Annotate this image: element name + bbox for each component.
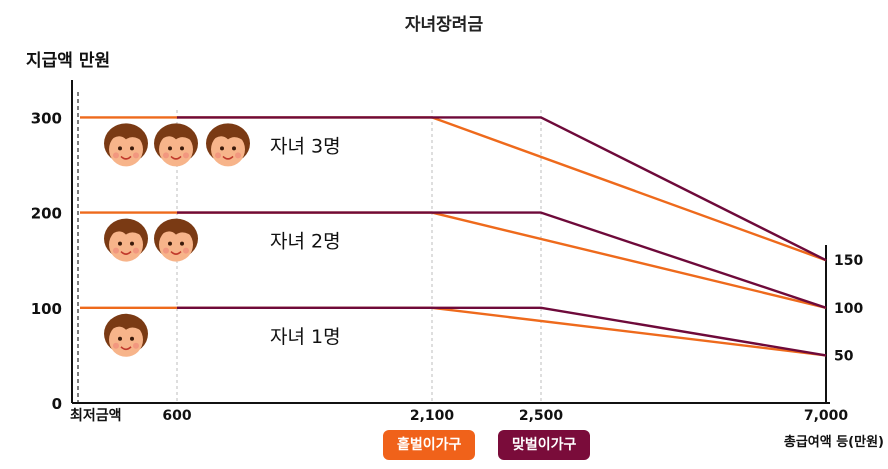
x-tick-label-4: 7,000 [804, 408, 849, 424]
annotation-3: 자녀 3명 [270, 135, 341, 157]
x-tick-label-1: 600 [162, 408, 191, 424]
y-tick-label-0: 0 [52, 395, 62, 413]
series-line-1 [177, 116, 827, 262]
annotation-1: 자녀 1명 [270, 326, 341, 348]
legend-single-income: 홑벌이가구 [383, 430, 476, 460]
x-tick-label-3: 2,500 [519, 408, 564, 424]
y-axis-label: 지급액 만원 [26, 51, 111, 71]
legend-dual-income: 맞벌이가구 [498, 430, 591, 460]
annotation-2: 자녀 2명 [270, 231, 341, 253]
child-face-icon [154, 218, 198, 262]
child-icons [104, 123, 250, 357]
y-tick-label-1: 100 [31, 300, 62, 318]
right-tick-label-0: 150 [834, 253, 863, 269]
chart-title: 자녀장려금 [404, 15, 484, 35]
y-tick-label-3: 300 [31, 109, 62, 127]
series-lines [80, 116, 827, 357]
axes [71, 80, 830, 404]
child-face-icon [206, 123, 250, 167]
child-face-icon [154, 123, 198, 167]
child-face-icon [104, 123, 148, 167]
right-tick-label-2: 50 [834, 348, 854, 364]
y-tick-label-2: 200 [31, 205, 62, 223]
series-line-5 [177, 306, 827, 357]
child-face-icon [104, 313, 148, 357]
x-tick-label-2: 2,100 [410, 408, 455, 424]
series-line-4 [80, 306, 827, 357]
child-face-icon [104, 218, 148, 262]
tick-labels: 0 100 200 300 150 100 50 최저금액 600 2,100 2,500 7,000… [31, 109, 884, 450]
x-tick-label-0: 최저금액 [70, 407, 122, 424]
right-tick-label-1: 100 [834, 301, 863, 317]
x-axis-label: 총급여액 등(만원) [784, 434, 884, 450]
series-line-3 [177, 211, 827, 309]
